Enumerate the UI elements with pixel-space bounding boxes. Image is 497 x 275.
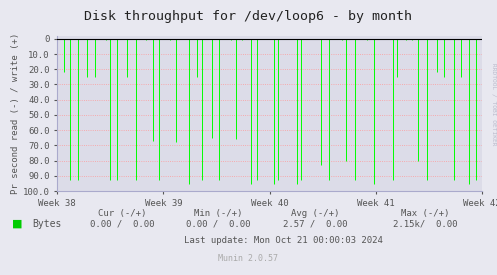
Text: Max (-/+): Max (-/+) <box>401 209 449 218</box>
Text: Cur (-/+): Cur (-/+) <box>97 209 146 218</box>
Text: Disk throughput for /dev/loop6 - by month: Disk throughput for /dev/loop6 - by mont… <box>84 10 413 23</box>
Text: Avg (-/+): Avg (-/+) <box>291 209 340 218</box>
Text: Bytes: Bytes <box>32 219 62 229</box>
Text: 0.00 /  0.00: 0.00 / 0.00 <box>89 220 154 229</box>
Text: 2.15k/  0.00: 2.15k/ 0.00 <box>393 220 457 229</box>
Text: Last update: Mon Oct 21 00:00:03 2024: Last update: Mon Oct 21 00:00:03 2024 <box>184 236 383 245</box>
Text: RRDTOOL / TOBI OETIKER: RRDTOOL / TOBI OETIKER <box>491 63 496 146</box>
Text: 0.00 /  0.00: 0.00 / 0.00 <box>186 220 251 229</box>
Y-axis label: Pr second read (-) / write (+): Pr second read (-) / write (+) <box>11 33 20 194</box>
Text: ■: ■ <box>12 219 23 229</box>
Text: 2.57 /  0.00: 2.57 / 0.00 <box>283 220 348 229</box>
Text: Munin 2.0.57: Munin 2.0.57 <box>219 254 278 263</box>
Text: Min (-/+): Min (-/+) <box>194 209 243 218</box>
